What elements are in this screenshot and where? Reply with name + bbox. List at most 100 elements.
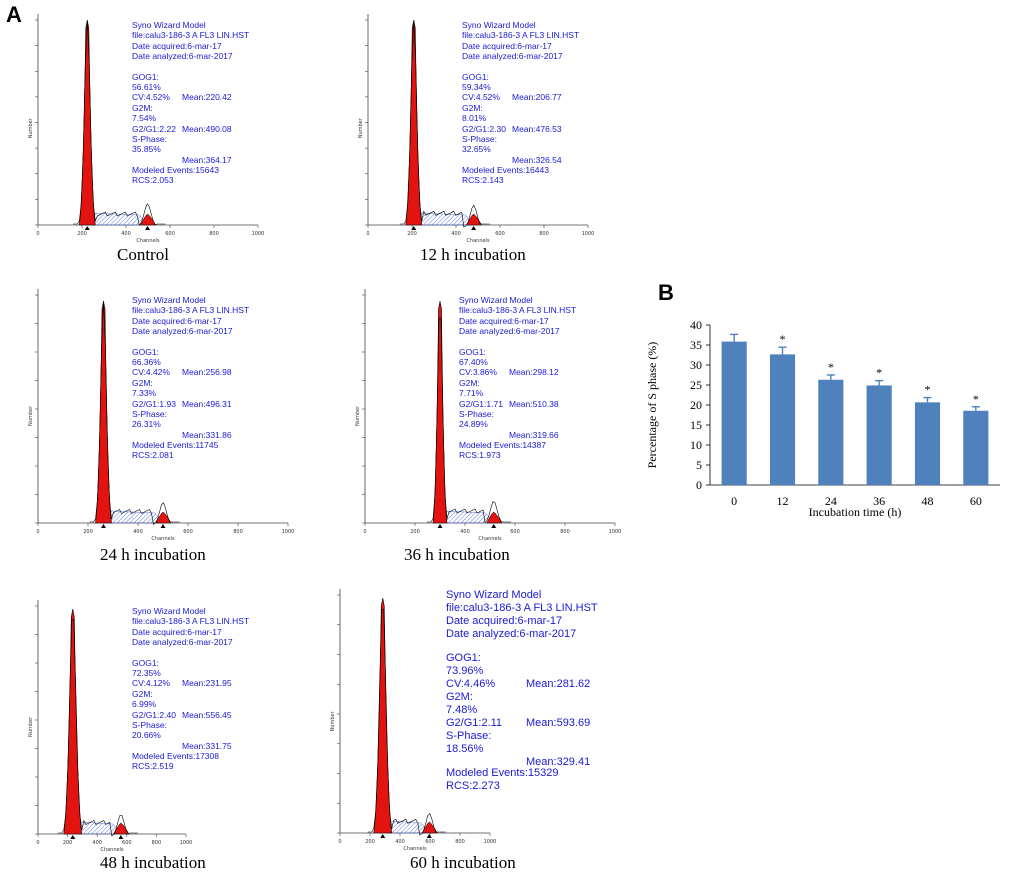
significance-marker: * — [828, 360, 834, 374]
sphase-row: 18.56% Mean:329.41 — [446, 743, 616, 768]
x-tick-label: 0 — [36, 231, 39, 237]
g0g1-label: GOG1: — [462, 71, 489, 82]
histogram-plot: 0 200 400 600 800 1000 Channels Number — [330, 589, 497, 852]
info-title: Syno Wizard Model — [459, 295, 533, 305]
modeled-events: Modeled Events:15643 — [132, 164, 219, 175]
cv-value: CV:4.46% — [446, 678, 496, 690]
info-spacer — [132, 337, 302, 347]
x-tick-label: 400 — [451, 231, 461, 237]
bar — [914, 402, 941, 485]
histogram-plot: 0 200 400 600 800 1000 Channels Number — [28, 14, 264, 244]
cv-value: CV:4.52% — [462, 92, 500, 103]
x-tick-label: 600 — [183, 529, 193, 535]
x-tick-label: 0 — [36, 529, 39, 535]
info-title: Syno Wizard Model — [132, 295, 206, 305]
modeled-events: Modeled Events:17308 — [132, 750, 219, 761]
histogram-trace — [73, 19, 166, 226]
info-file: file:calu3-186-3 A FL3 LIN.HST — [462, 30, 580, 41]
info-acquired: Date acquired:6-mar-17 — [132, 315, 222, 326]
x-tick-label: 200 — [365, 839, 375, 845]
x-tick-label: 0 — [366, 231, 369, 237]
s-phase-bar-chart: 0 5 10 15 20 25 30 35 40 0 * 12 * 24 * 36 * 48 * 60 Incubati… — [620, 285, 1020, 525]
analysis-info: Syno Wizard Model file:calu3-186-3 A FL3 … — [459, 295, 629, 460]
x-tick-label: 400 — [92, 840, 102, 846]
g2-g1-ratio: G2/G1:2.22 — [132, 123, 176, 134]
g2m-mean: Mean:496.31 — [182, 398, 232, 409]
g2m-marker — [145, 226, 151, 230]
panel-caption: 24 h incubation — [100, 545, 206, 564]
x-tick-label: 800 — [455, 839, 465, 845]
x-axis-label: Channels — [136, 238, 160, 244]
modeled-events: Modeled Events:15329 — [446, 767, 559, 779]
g2m-percent: 7.54% — [132, 113, 157, 124]
bar-y-axis-label: Percentage of S phase (%) — [645, 342, 659, 469]
g2m-label: G2M: — [446, 691, 473, 703]
info-spacer — [132, 62, 302, 72]
histogram-plot: 0 200 400 600 800 1000 Channels Number — [28, 600, 192, 853]
g0g1-label: GOG1: — [446, 652, 481, 664]
sphase-label: S-Phase: — [132, 408, 167, 419]
info-analyzed: Date analyzed:6-mar-2017 — [446, 628, 577, 640]
g2m-percent: 8.01% — [462, 113, 487, 124]
g0g1-label: GOG1: — [459, 346, 486, 357]
x-tick-label: 800 — [233, 529, 243, 535]
x-tick-label: 800 — [539, 231, 549, 237]
bar — [818, 379, 844, 485]
bar-y-tick-label: 5 — [696, 458, 702, 472]
info-analyzed: Date analyzed:6-mar-2017 — [462, 51, 563, 62]
g2m-mean: Mean:490.08 — [182, 123, 232, 134]
g0g1-row: 67.40% Mean:298.12 — [459, 357, 629, 377]
bar-x-tick-label: 60 — [970, 494, 982, 508]
histogram-panel: 0 200 400 600 800 1000 Channels Number Syno Wiza… — [358, 10, 628, 245]
bar-x-tick-label: 48 — [922, 494, 934, 508]
g2m-row: 7.48% Mean:593.69 — [446, 704, 616, 729]
info-title: Syno Wizard Model — [132, 20, 206, 30]
x-tick-label: 200 — [63, 840, 73, 846]
info-spacer — [459, 337, 629, 347]
sphase-label: S-Phase: — [462, 133, 497, 144]
g2m-row: 7.54% Mean:490.08 — [132, 113, 302, 133]
panel-caption: 12 h incubation — [420, 245, 526, 264]
g0g1-mean: Mean:220.42 — [182, 92, 232, 103]
y-axis-label: Number — [358, 117, 364, 138]
panel-caption: 48 h incubation — [100, 853, 206, 872]
bar-y-tick-label: 35 — [690, 338, 702, 352]
sphase-row: 20.66% Mean:331.75 — [132, 730, 302, 750]
g2m-percent: 7.48% — [446, 704, 478, 716]
g2m-mean: Mean:510.38 — [509, 398, 559, 409]
histogram-trace — [57, 619, 138, 837]
sphase-row: 35.85% Mean:364.17 — [132, 144, 302, 164]
info-analyzed: Date analyzed:6-mar-2017 — [132, 637, 233, 648]
rcs-value: RCS:2.273 — [446, 780, 500, 792]
cv-value: CV:4.52% — [132, 92, 170, 103]
x-tick-label: 1000 — [484, 839, 497, 845]
sphase-percent: 26.31% — [132, 419, 161, 430]
info-spacer — [446, 641, 616, 652]
x-tick-label: 1000 — [582, 231, 595, 237]
info-file: file:calu3-186-3 A FL3 LIN.HST — [132, 30, 250, 41]
g2m-percent: 6.99% — [132, 699, 157, 710]
x-tick-label: 600 — [510, 529, 520, 535]
g2m-mean: Mean:476.53 — [512, 123, 562, 134]
x-tick-label: 600 — [495, 231, 505, 237]
x-tick-label: 0 — [363, 529, 366, 535]
bar — [721, 341, 747, 485]
g0g1-marker — [380, 834, 386, 838]
g2m-marker — [426, 834, 432, 838]
g2m-label: G2M: — [132, 102, 153, 113]
y-axis-label: Number — [28, 117, 34, 138]
bar-y-tick-label: 40 — [690, 318, 702, 332]
info-acquired: Date acquired:6-mar-17 — [462, 40, 552, 51]
g0g1-marker — [70, 835, 76, 839]
bar-chart-svg: 0 5 10 15 20 25 30 35 40 0 * 12 * 24 * 36 * 48 * 60 Incubati… — [645, 318, 1000, 519]
bar-y-tick-label: 0 — [696, 478, 702, 492]
g2m-row: 7.71% Mean:510.38 — [459, 388, 629, 408]
sphase-row: 24.89% Mean:319.66 — [459, 419, 629, 439]
cv-value: CV:4.42% — [132, 367, 170, 378]
g2m-peak — [421, 821, 438, 834]
y-axis-label: Number — [28, 716, 34, 737]
y-axis-label: Number — [28, 405, 34, 426]
x-tick-label: 200 — [410, 529, 420, 535]
g2m-label: G2M: — [462, 102, 483, 113]
sphase-percent: 18.56% — [446, 743, 484, 755]
